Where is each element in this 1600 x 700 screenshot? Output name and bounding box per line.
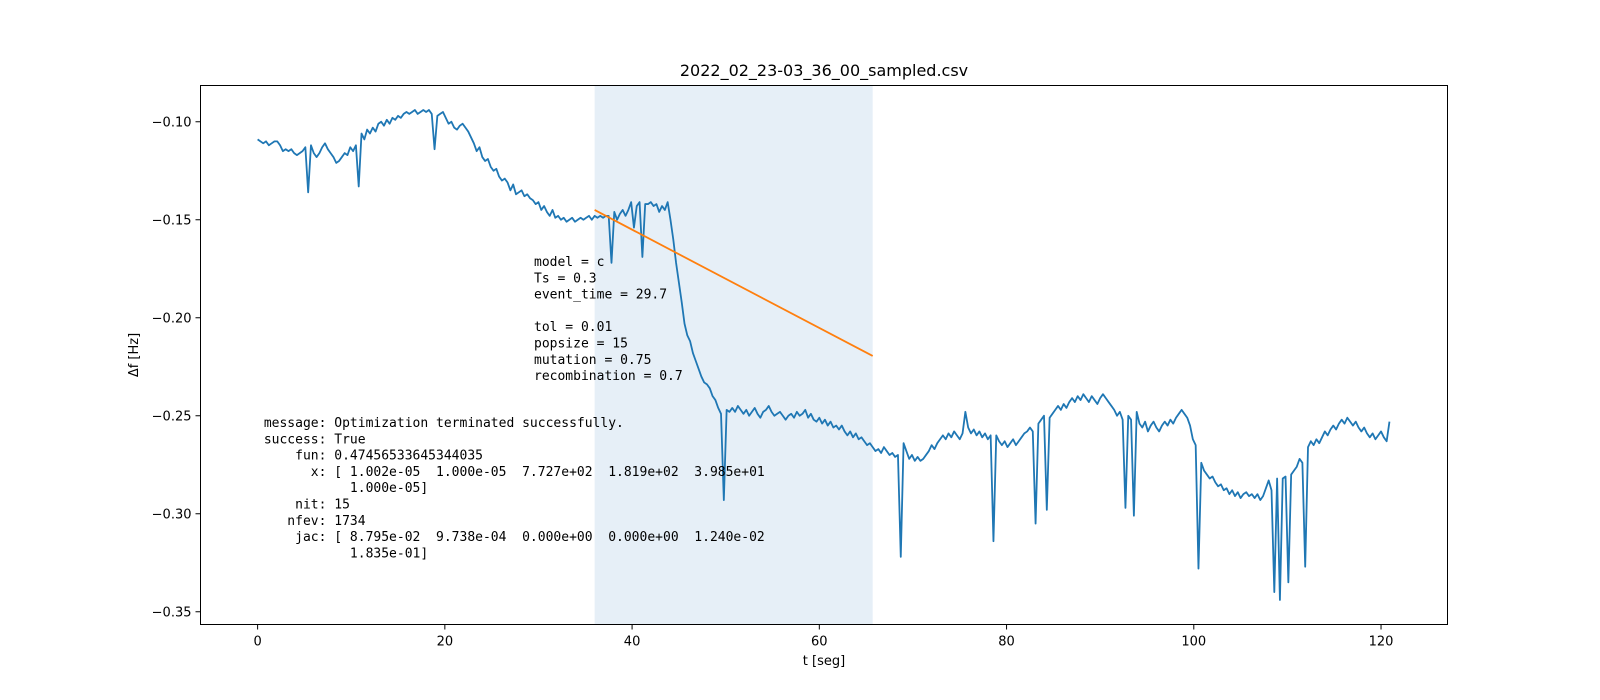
y-tick-label: −0.10 bbox=[152, 115, 192, 130]
series-layer bbox=[257, 109, 1391, 601]
result-annotation-line: x: [ 1.002e-05 1.000e-05 7.727e+02 1.819… bbox=[256, 465, 765, 480]
y-tick-label: −0.25 bbox=[152, 409, 192, 424]
plot-frame bbox=[200, 85, 1448, 625]
result-annotation-line: 1.000e-05] bbox=[256, 481, 428, 496]
y-axis-label: Δf [Hz] bbox=[127, 333, 142, 377]
result-annotation-line: fun: 0.47456533645344035 bbox=[256, 449, 483, 464]
chart-title: 2022_02_23-03_36_00_sampled.csv bbox=[680, 61, 968, 81]
x-tick-label: 120 bbox=[1369, 635, 1394, 650]
y-tick-label: −0.35 bbox=[152, 605, 192, 620]
result-annotation-line: success: True bbox=[256, 432, 366, 447]
params-annotation-line: Ts = 0.3 bbox=[534, 271, 597, 286]
params-annotation-line: mutation = 0.75 bbox=[534, 353, 651, 368]
result-annotation: message: Optimization terminated success… bbox=[256, 416, 765, 561]
params-annotation-line: recombination = 0.7 bbox=[534, 369, 683, 384]
y-tick-label: −0.15 bbox=[152, 213, 192, 228]
series-line-2 bbox=[594, 209, 874, 357]
params-annotation-line: popsize = 15 bbox=[534, 337, 628, 352]
x-axis-label: t [seg] bbox=[803, 654, 845, 669]
result-annotation-line: 1.835e-01] bbox=[256, 546, 428, 561]
result-annotation-line: nit: 15 bbox=[256, 498, 350, 513]
params-annotation-line: model = c bbox=[534, 255, 604, 270]
params-annotation: model = cTs = 0.3 event_time = 29.7 tol = … bbox=[534, 255, 683, 384]
x-tick-label: 0 bbox=[253, 635, 261, 650]
result-annotation-line: nfev: 1734 bbox=[256, 514, 366, 529]
series-line-1 bbox=[257, 109, 1391, 601]
x-tick-label: 80 bbox=[998, 635, 1015, 650]
params-annotation-line: tol = 0.01 bbox=[534, 320, 612, 335]
y-tick-label: −0.20 bbox=[152, 311, 192, 326]
x-axis: 0 20 40 60 80 100 120 bbox=[253, 624, 1394, 650]
x-tick-label: 40 bbox=[624, 635, 641, 650]
x-tick-label: 20 bbox=[437, 635, 454, 650]
result-annotation-line: jac: [ 8.795e-02 9.738e-04 0.000e+00 0.0… bbox=[256, 530, 765, 545]
result-annotation-line: message: Optimization terminated success… bbox=[256, 416, 624, 431]
highlight-span bbox=[594, 85, 873, 625]
y-axis: −0.10 −0.15 −0.20 −0.25 −0.30 −0.35 bbox=[152, 115, 201, 620]
x-tick-label: 100 bbox=[1181, 635, 1206, 650]
params-annotation-line: event_time = 29.7 bbox=[534, 288, 667, 303]
y-tick-label: −0.30 bbox=[152, 507, 192, 522]
x-tick-label: 60 bbox=[811, 635, 828, 650]
